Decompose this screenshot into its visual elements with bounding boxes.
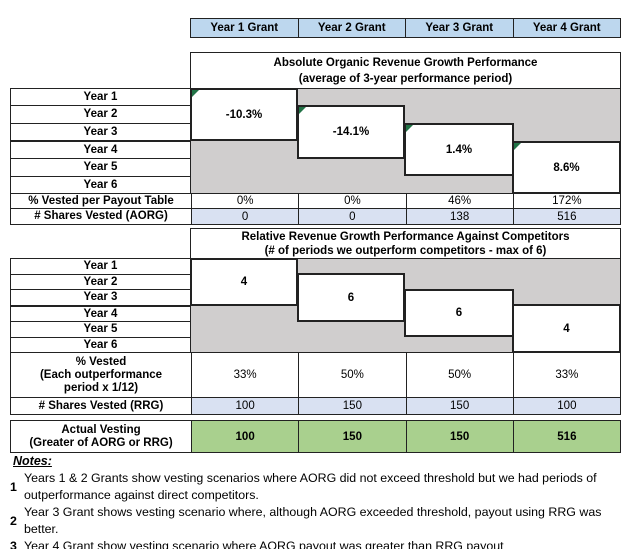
rrg-pct-label-line3: period x 1/12): [63, 381, 139, 394]
rrg-pct-vested-label: % Vested (Each outperformance period x 1…: [11, 353, 191, 397]
aorg-value-box-grant4: 8.6%: [512, 141, 621, 194]
grant-header-year-1: Year 1 Grant: [191, 19, 298, 37]
actual-vesting-label: Actual Vesting (Greater of AORG or RRG): [11, 421, 191, 452]
aorg-pct-vested-cell: 46%: [405, 194, 513, 208]
aorg-title-line1: Absolute Organic Revenue Growth Performa…: [273, 56, 538, 69]
rrg-pct-vested-cell: 50%: [298, 353, 405, 397]
rrg-year-label-column: Year 1 Year 2 Year 3 Year 4 Year 5 Year …: [10, 258, 191, 353]
rrg-pct-vested-cell: 33%: [191, 353, 298, 397]
actual-vesting-cell: 516: [512, 421, 620, 452]
grant-header-year-2: Year 2 Grant: [297, 19, 405, 37]
actual-vesting-cell: 100: [191, 421, 299, 452]
aorg-year-label: Year 4: [11, 142, 190, 160]
notes-heading: Notes:: [13, 454, 52, 468]
aorg-shares-vested-cell: 138: [405, 209, 513, 224]
aorg-year-label: Year 3: [11, 124, 190, 142]
notes-list: 1 Years 1 & 2 Grants show vesting scenar…: [10, 470, 622, 549]
aorg-pct-vested-cell: 0%: [298, 194, 405, 208]
note-item-3: 3 Year 4 Grant show vesting scenario whe…: [10, 538, 622, 549]
aorg-year-label: Year 6: [83, 178, 118, 191]
note-text: Year 3 Grant shows vesting scenario wher…: [24, 505, 602, 536]
rrg-shares-vested-cell: 150: [405, 398, 513, 414]
aorg-value-box-grant3: 1.4%: [404, 123, 514, 176]
rrg-year-label: Year 2: [11, 275, 190, 290]
rrg-pct-vested-cell: 33%: [512, 353, 620, 397]
rrg-section-title: Relative Revenue Growth Performance Agai…: [190, 228, 621, 259]
note-text: Year 4 Grant show vesting scenario where…: [24, 539, 504, 549]
note-number: 2: [10, 513, 17, 528]
aorg-year-label: Year 2: [11, 106, 190, 124]
aorg-value-box-grant1: -10.3%: [190, 88, 298, 141]
grant-header-year-3: Year 3 Grant: [405, 19, 513, 37]
actual-vesting-label-line1: Actual Vesting: [61, 423, 141, 436]
rrg-shares-vested-label: # Shares Vested (RRG): [38, 399, 164, 412]
aorg-year-label: Year 5: [11, 159, 190, 177]
rrg-title-line1: Relative Revenue Growth Performance Agai…: [241, 230, 570, 243]
green-corner-flag-icon: [514, 143, 521, 150]
rrg-value-box-grant3: 6: [404, 289, 514, 337]
aorg-title-line2: (average of 3-year performance period): [298, 72, 513, 85]
note-text: Years 1 & 2 Grants show vesting scenario…: [24, 471, 597, 502]
rrg-year-label: Year 1: [11, 259, 190, 275]
aorg-value: 8.6%: [553, 161, 580, 174]
aorg-value-box-grant2: -14.1%: [297, 105, 405, 159]
note-number: 3: [10, 539, 17, 549]
aorg-year-label: Year 1: [11, 89, 190, 107]
rrg-shares-vested-cell: 150: [298, 398, 406, 414]
green-corner-flag-icon: [406, 125, 413, 132]
rrg-value: 6: [455, 307, 463, 319]
rrg-value-box-grant4: 4: [512, 304, 621, 353]
aorg-value: 1.4%: [445, 143, 473, 156]
aorg-year-label-column: Year 1 Year 2 Year 3 Year 4 Year 5 Year …: [10, 88, 191, 194]
green-corner-flag-icon: [192, 90, 199, 97]
rrg-pct-label-line1: % Vested: [75, 355, 127, 368]
actual-vesting-row: Actual Vesting (Greater of AORG or RRG) …: [10, 420, 621, 453]
rrg-value: 6: [347, 291, 355, 304]
rrg-shares-vested-cell: 100: [512, 398, 620, 414]
aorg-pct-vested-row: % Vested per Payout Table 0% 0% 46% 172%: [10, 193, 621, 209]
rrg-year-label: Year 3: [11, 290, 190, 307]
actual-vesting-cell: 150: [298, 421, 406, 452]
note-item-1: 1 Years 1 & 2 Grants show vesting scenar…: [10, 470, 622, 503]
aorg-value: -14.1%: [332, 126, 370, 138]
actual-vesting-label-line2: (Greater of AORG or RRG): [29, 436, 173, 449]
aorg-shares-vested-row: # Shares Vested (AORG) 0 0 138 516: [10, 208, 621, 225]
note-number: 1: [10, 479, 17, 494]
rrg-year-label: Year 6: [83, 338, 118, 351]
note-item-2: 2 Year 3 Grant shows vesting scenario wh…: [10, 504, 622, 537]
aorg-pct-vested-label: % Vested per Payout Table: [28, 194, 174, 207]
aorg-section-title: Absolute Organic Revenue Growth Performa…: [190, 52, 621, 89]
rrg-year-label: Year 4: [11, 307, 190, 322]
rrg-year-label: Year 5: [11, 322, 190, 338]
aorg-shares-vested-cell: 0: [191, 209, 299, 224]
rrg-value-box-grant2: 6: [297, 273, 405, 322]
grant-header-row: Year 1 Grant Year 2 Grant Year 3 Grant Y…: [190, 18, 621, 38]
rrg-pct-vested-row: % Vested (Each outperformance period x 1…: [10, 352, 621, 398]
rrg-shares-vested-row: # Shares Vested (RRG) 100 150 150 100: [10, 397, 621, 415]
rrg-pct-label-line2: (Each outperformance: [39, 368, 163, 381]
green-corner-flag-icon: [299, 107, 306, 114]
aorg-pct-vested-cell: 0%: [191, 194, 298, 208]
actual-vesting-cell: 150: [405, 421, 513, 452]
rrg-title-line2: (# of periods we outperform competitors …: [264, 244, 547, 257]
rrg-shares-vested-cell: 100: [191, 398, 299, 414]
aorg-value: -10.3%: [225, 108, 263, 121]
aorg-shares-vested-cell: 516: [512, 209, 620, 224]
aorg-pct-vested-cell: 172%: [512, 194, 620, 208]
rrg-value-box-grant1: 4: [190, 258, 298, 306]
rrg-pct-vested-cell: 50%: [405, 353, 513, 397]
aorg-shares-vested-cell: 0: [298, 209, 406, 224]
aorg-shares-vested-label: # Shares Vested (AORG): [34, 210, 168, 222]
grant-header-year-4: Year 4 Grant: [512, 19, 620, 37]
rrg-value: 4: [563, 322, 570, 335]
rrg-value: 4: [240, 276, 248, 288]
